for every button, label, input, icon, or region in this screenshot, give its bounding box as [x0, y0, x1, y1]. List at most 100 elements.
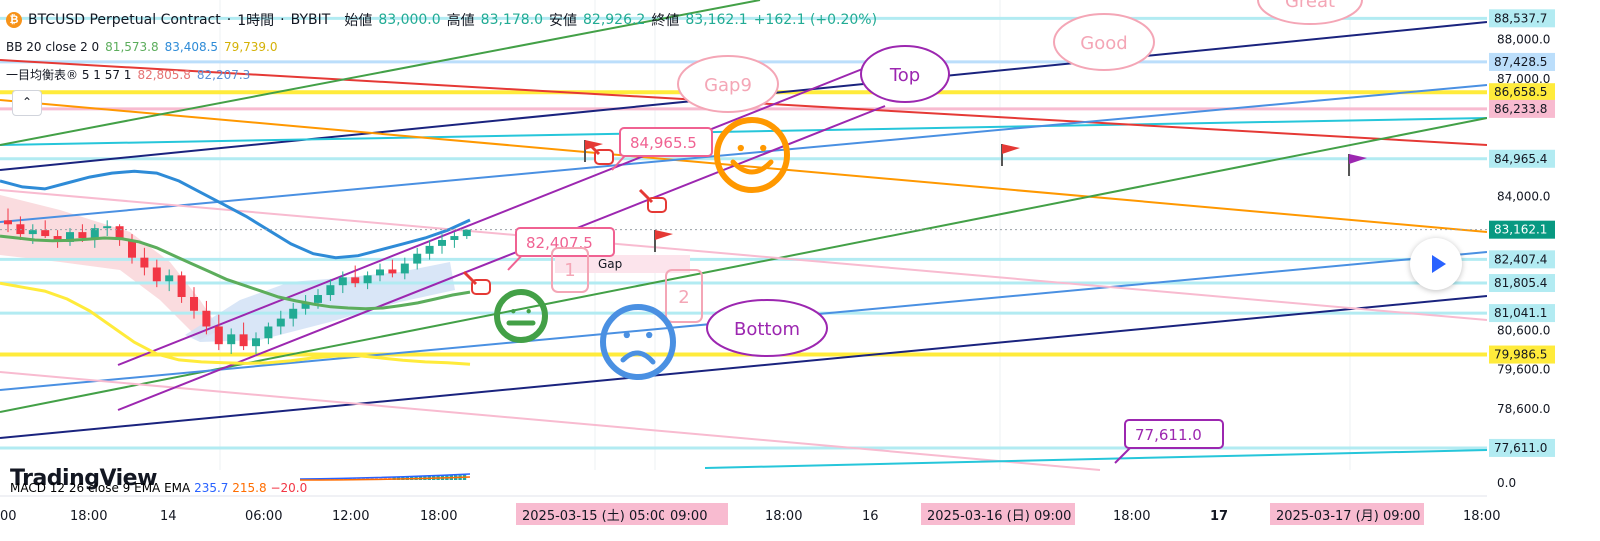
macd-label: MACD 12 26 close 9 EMA EMA [10, 481, 191, 495]
play-icon[interactable] [1410, 238, 1462, 290]
time-tick: 12:00 [332, 509, 369, 524]
candle-body [413, 253, 422, 264]
close-label: 終値 [651, 13, 680, 29]
bb-lower-value: 79,739.0 [224, 40, 278, 54]
callout-84965: 84,965.5 [630, 134, 697, 152]
price-label-box [1489, 250, 1555, 269]
symbol-row: ₿ BTCUSD Perpetual Contract · 1時間 · BYBI… [6, 10, 877, 30]
high-label: 高値 [446, 13, 475, 29]
bubble-great: Great [1285, 0, 1335, 12]
price-label: 86,658.5 [1494, 85, 1547, 99]
time-tick: 18:00 [420, 509, 457, 524]
symbol-name[interactable]: BTCUSD Perpetual Contract [28, 12, 221, 28]
flag-icon [1349, 154, 1367, 164]
candle-body [438, 239, 446, 246]
price-label-box [1489, 304, 1555, 323]
candle-body [115, 226, 124, 240]
ichimoku-legend[interactable]: 一目均衡表® 5 1 57 1 82,805.8 82,207.3 [6, 66, 250, 83]
tradingview-logo[interactable]: TradingView [10, 466, 157, 491]
price-label-box [1489, 149, 1555, 168]
bubble-gap9: Gap9 [704, 75, 752, 96]
close-value: 83,162.1 [685, 12, 748, 28]
price-label-box [1489, 220, 1555, 239]
pointing-hand-icon-finger [638, 188, 654, 204]
candle-body [16, 224, 25, 235]
smile-icon-eye [760, 144, 767, 152]
trend-line-pink-2 [0, 371, 1101, 471]
macd-value-3: −20.0 [270, 481, 308, 495]
candle-body [4, 220, 12, 225]
price-label: 83,162.1 [1494, 223, 1547, 237]
price-label: 86,233.8 [1494, 102, 1547, 116]
time-tick: 18:00 [1113, 509, 1150, 524]
price-label: 84,965.4 [1494, 152, 1547, 166]
price-label-box [1489, 99, 1555, 118]
price-label: 77,611.0 [1494, 441, 1547, 455]
price-tick: 80,600.0 [1497, 323, 1550, 337]
candle-body [314, 295, 322, 303]
candle-body [152, 267, 161, 282]
smile-icon [714, 117, 790, 193]
candle-body [53, 236, 62, 242]
bubble-great-shape [1257, 0, 1363, 25]
price-tick: 79,600.0 [1497, 363, 1550, 377]
bb-basis-line [0, 234, 471, 311]
candle-body [289, 308, 298, 319]
candle-body [90, 228, 99, 239]
low-value: 82,926.2 [583, 12, 646, 28]
candle-body [28, 230, 37, 235]
price-label-box [1489, 52, 1555, 71]
callout-77611-box [1124, 419, 1224, 449]
trend-line-green-1 [0, 0, 761, 146]
open-value: 83,000.0 [378, 12, 441, 28]
time-highlight: 09:00 [670, 509, 707, 524]
macd-value-1: 235.7 [194, 481, 229, 495]
candle-body [388, 269, 397, 274]
time-highlight-box [1270, 503, 1424, 525]
price-tick: 87,000.0 [1497, 72, 1550, 86]
callout-77611: 77,611.0 [1135, 426, 1202, 444]
channel-line-upper [117, 59, 886, 366]
bubble-top-shape [860, 45, 950, 103]
trend-line-orange [0, 99, 1488, 233]
candle-body [450, 236, 459, 240]
chevron-up-icon[interactable]: ⌃ [12, 90, 42, 116]
candle-body [239, 334, 248, 347]
candle-body [276, 318, 285, 327]
price-label-box [1489, 83, 1555, 102]
candle-body [264, 326, 273, 339]
bb-legend[interactable]: BB 20 close 2 0 81,573.8 83,408.5 79,739… [6, 40, 277, 54]
candle-body [462, 229, 471, 237]
trend-line-pink-1 [0, 189, 1488, 321]
price-label-box [1489, 438, 1555, 457]
macd-line [299, 473, 471, 480]
callout-84965-box [619, 127, 713, 157]
bubble-bottom: Bottom [734, 319, 800, 340]
price-tick: 88,000.0 [1497, 32, 1550, 46]
pointing-hand-icon-finger [585, 140, 601, 156]
candle-body [202, 310, 211, 327]
time-tick: 00 [0, 509, 17, 524]
trend-line-blue-2 [0, 84, 1488, 223]
candle-body [128, 239, 136, 258]
note-2: 2 [678, 287, 689, 308]
open-label: 始値 [344, 13, 373, 29]
candle-body [214, 326, 223, 345]
interval[interactable]: 1時間 [237, 13, 275, 29]
price-label-box [1489, 9, 1555, 28]
bubble-bottom-shape [706, 299, 828, 357]
price-tick: 78,600.0 [1497, 402, 1550, 416]
macd-legend[interactable]: MACD 12 26 close 9 EMA EMA 235.7 215.8 −… [10, 481, 307, 495]
price-label-box [1489, 345, 1555, 364]
worried-face-icon-eye [623, 331, 630, 339]
time-highlight: 2025-03-17 (月) 09:00 [1276, 509, 1420, 524]
time-tick: 17 [1210, 509, 1228, 524]
bb-lower-line [0, 281, 471, 366]
candle-body [326, 285, 335, 296]
candle-body [165, 275, 174, 282]
flag-icon [655, 230, 673, 240]
candle-body [103, 226, 112, 229]
time-highlight: 2025-03-16 (日) 09:00 [927, 509, 1071, 524]
price-label: 81,041.1 [1494, 306, 1547, 320]
